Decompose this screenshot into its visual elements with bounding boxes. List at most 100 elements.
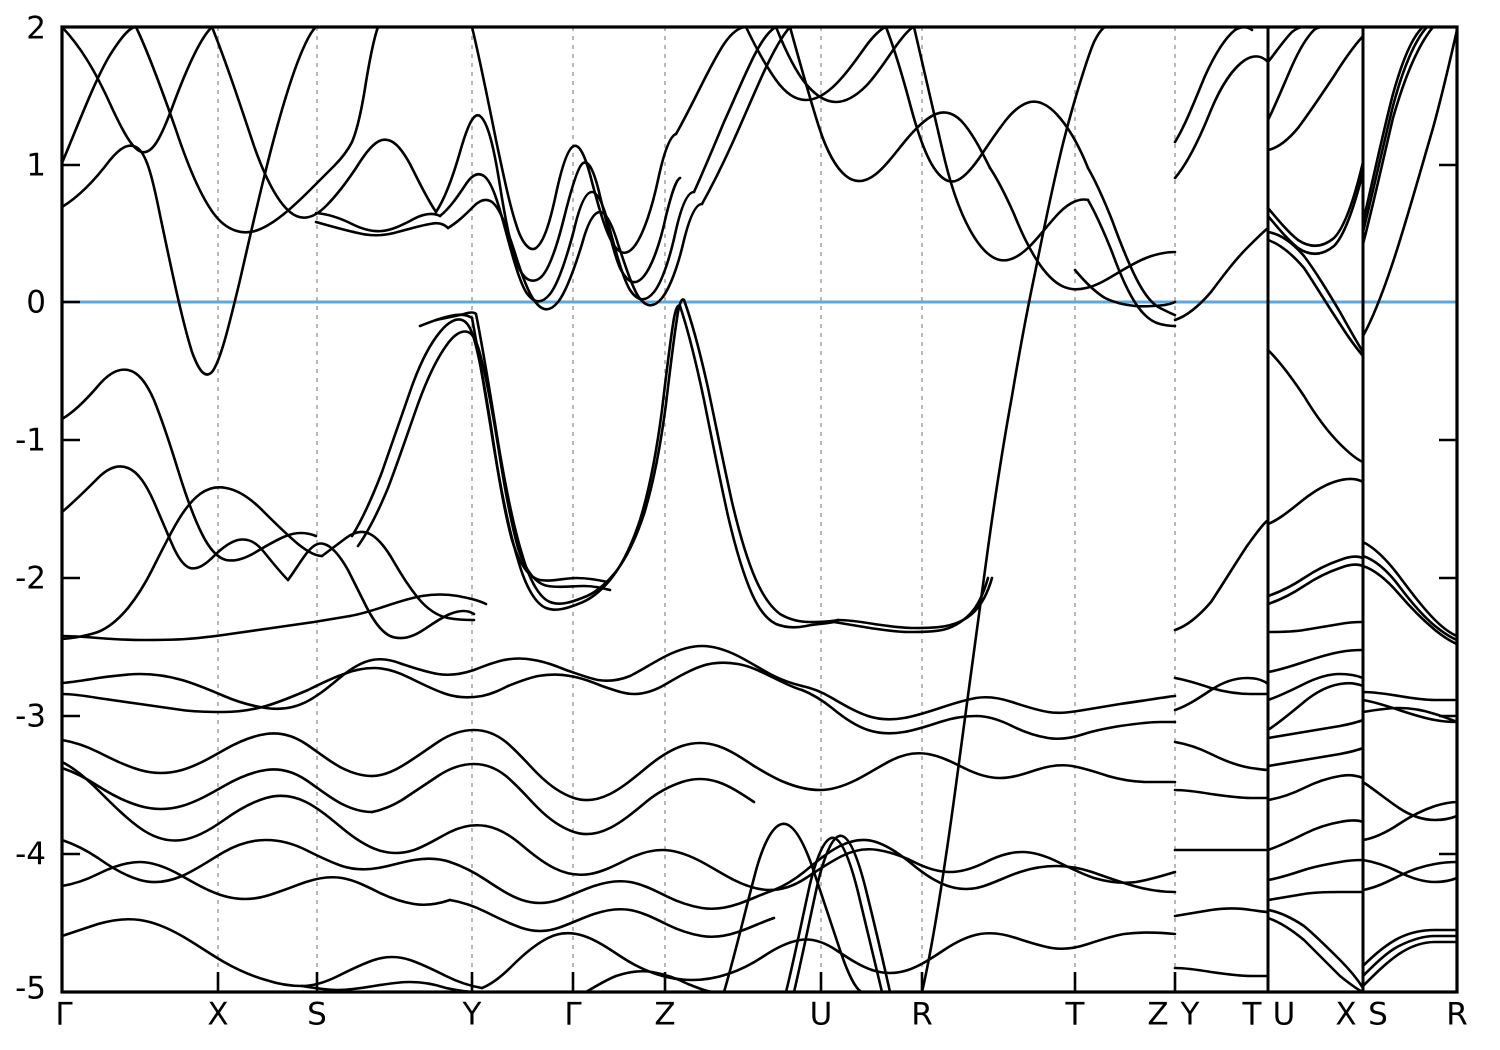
- band-curve: [1361, 28, 1459, 338]
- xtick-label-x1: X: [207, 996, 228, 1032]
- band-curve: [1361, 698, 1459, 724]
- xtick-label-z2: Z: [1147, 996, 1168, 1032]
- band-curve: [60, 666, 510, 714]
- band-curve: [1173, 518, 1270, 632]
- band-curve: [1266, 563, 1365, 606]
- band-curve: [1266, 230, 1365, 354]
- band-curve: [1361, 860, 1459, 892]
- band-curve: [752, 751, 1177, 792]
- band-curve: [314, 220, 450, 237]
- band-curve: [1266, 170, 1365, 256]
- band-curve: [448, 860, 776, 911]
- band-curve: [1266, 348, 1365, 464]
- band-curve: [784, 836, 884, 994]
- band-curve: [988, 166, 1177, 291]
- band-curve: [1173, 26, 1254, 144]
- band-curve: [836, 576, 994, 630]
- xtick-label-s1: S: [307, 996, 327, 1032]
- band-curve: [1361, 554, 1459, 642]
- band-curve: [502, 644, 804, 688]
- band-curve: [1266, 718, 1365, 740]
- band-curve: [356, 330, 612, 592]
- band-curve: [1361, 25, 1435, 246]
- band-curve: [1173, 55, 1270, 180]
- band-curve: [912, 25, 1090, 262]
- band-curve: [1266, 477, 1365, 526]
- band-curve: [448, 898, 776, 939]
- plot-frame: [60, 25, 1459, 994]
- band-curve: [1086, 166, 1177, 317]
- band-curve: [682, 298, 840, 624]
- band-curve: [474, 298, 686, 605]
- band-curve: [1266, 890, 1365, 902]
- band-curve: [1361, 780, 1459, 822]
- band-curve: [434, 114, 682, 284]
- band-curve: [700, 25, 792, 206]
- xtick-label-x2: X: [1335, 996, 1356, 1032]
- xtick-label-u2: U: [1273, 996, 1296, 1032]
- grid-lines: [217, 27, 1364, 992]
- xtick-label-s2: S: [1368, 996, 1388, 1032]
- band-curve: [60, 25, 138, 165]
- band-curve: [1173, 907, 1270, 918]
- band-curve: [1266, 858, 1365, 882]
- band-curve: [418, 313, 474, 328]
- ytick-label: 0: [26, 285, 46, 321]
- band-curve: [792, 834, 892, 994]
- band-curve: [370, 728, 756, 802]
- band-curve: [1086, 198, 1177, 328]
- band-curve: [772, 838, 1177, 894]
- ytick-label: -4: [15, 837, 46, 873]
- xtick-label-u1: U: [810, 996, 833, 1032]
- x-axis-ticks: [60, 972, 1459, 992]
- band-curve: [1361, 25, 1425, 224]
- band-curve: [1266, 160, 1365, 248]
- band-curve: [320, 530, 476, 622]
- band-curve: [1173, 966, 1270, 978]
- band-curve: [1361, 940, 1459, 988]
- band-curve: [674, 25, 748, 136]
- band-curve: [60, 657, 506, 711]
- band-curve: [348, 593, 488, 618]
- band-curve: [1266, 681, 1365, 732]
- xtick-label-t2: T: [1242, 996, 1263, 1032]
- band-curve: [300, 955, 484, 990]
- band-curve: [1266, 555, 1365, 598]
- band-curve: [1266, 916, 1365, 994]
- ytick-label: -1: [15, 423, 46, 459]
- band-curve: [800, 684, 1177, 721]
- band-curve: [484, 824, 772, 892]
- band-curve: [60, 760, 488, 855]
- band-curve: [60, 860, 452, 907]
- band-curve: [870, 931, 1177, 975]
- band-curve: [1266, 238, 1365, 358]
- y-axis-labels: 2 1 0 -1 -2 -3 -4 -5: [15, 11, 46, 1007]
- band-curve: [920, 25, 1108, 994]
- y-axis-ticks: [62, 25, 1457, 994]
- xtick-label-y1: Y: [462, 996, 482, 1032]
- band-curve: [726, 938, 874, 976]
- ytick-label: 1: [26, 148, 46, 184]
- ytick-label: -3: [15, 699, 46, 735]
- path-break-separators: [1266, 27, 1365, 992]
- band-curve: [314, 211, 442, 233]
- xtick-label-z1: Z: [654, 996, 675, 1032]
- band-curve: [1361, 858, 1459, 884]
- band-curve: [1266, 620, 1365, 634]
- band-curve: [1173, 676, 1270, 696]
- xtick-label-gamma1: Γ: [55, 996, 73, 1032]
- band-curve: [884, 25, 1090, 183]
- band-curve: [1266, 819, 1365, 852]
- band-curve: [1173, 740, 1270, 772]
- band-curve: [1266, 648, 1365, 674]
- ytick-label: -5: [15, 971, 46, 1007]
- band-curve: [722, 822, 864, 994]
- band-curve: [1266, 34, 1365, 152]
- band-curve: [774, 25, 916, 104]
- ytick-label: -2: [15, 561, 46, 597]
- band-curve: [1361, 690, 1459, 702]
- band-curve: [832, 576, 990, 634]
- band-curve: [480, 931, 730, 990]
